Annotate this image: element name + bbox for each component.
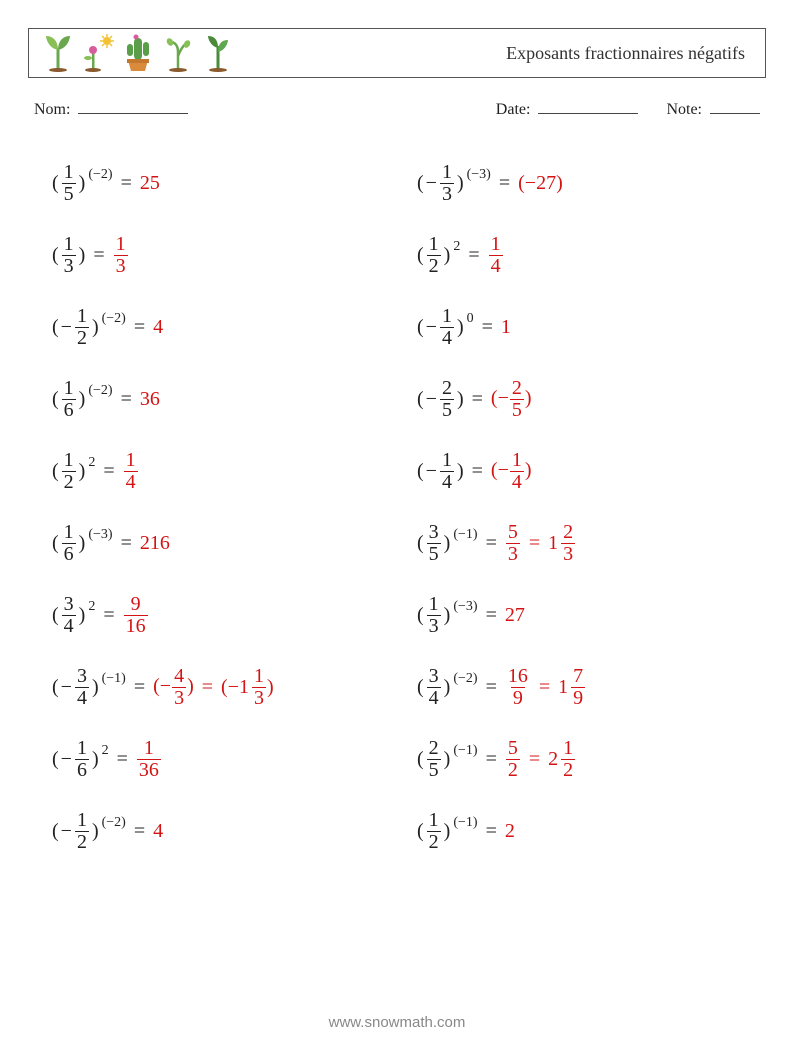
problem-14: (−34)(−1)=(−43)=(−113) — [52, 651, 377, 723]
problem-6: (16)(−2)=36 — [52, 363, 377, 435]
problem-4: (−12)(−2)=4 — [52, 291, 377, 363]
problem-12: (34)2=916 — [52, 579, 377, 651]
cactus-pot-icon — [121, 34, 155, 72]
problems-grid: (15)(−2)=25 (−13)(−3)=(−27) (13)=13 (12)2=1… — [28, 147, 766, 867]
problem-5: (−14)0=1 — [417, 291, 742, 363]
problem-0: (15)(−2)=25 — [52, 147, 377, 219]
header-box: Exposants fractionnaires négatifs — [28, 28, 766, 78]
name-label: Nom: — [34, 101, 70, 118]
problem-13: (13)(−3)=27 — [417, 579, 742, 651]
problem-3: (12)2=14 — [417, 219, 742, 291]
meta-row: Nom: Date: Note: — [28, 100, 766, 119]
worksheet-title: Exposants fractionnaires négatifs — [506, 43, 745, 64]
name-field: Nom: — [34, 100, 188, 119]
problem-10: (16)(−3)=216 — [52, 507, 377, 579]
note-label: Note: — [666, 101, 702, 118]
problem-2: (13)=13 — [52, 219, 377, 291]
sprout-icon — [201, 34, 235, 72]
footer-url: www.snowmath.com — [0, 1014, 794, 1031]
problem-9: (−14)=(−14) — [417, 435, 742, 507]
problem-15: (34)(−2)=169=179 — [417, 651, 742, 723]
problem-8: (12)2=14 — [52, 435, 377, 507]
name-blank — [78, 100, 188, 114]
problem-11: (35)(−1)=53=123 — [417, 507, 742, 579]
header-icons — [41, 34, 235, 72]
problem-19: (12)(−1)=2 — [417, 795, 742, 867]
worksheet-page: Exposants fractionnaires négatifs Nom: D… — [0, 0, 794, 1053]
problem-1: (−13)(−3)=(−27) — [417, 147, 742, 219]
seedling-icon — [41, 34, 75, 72]
problem-16: (−16)2=136 — [52, 723, 377, 795]
wilted-plant-icon — [161, 34, 195, 72]
date-label: Date: — [496, 101, 531, 118]
problem-7: (−25)=(−25) — [417, 363, 742, 435]
date-field: Date: — [496, 100, 639, 119]
date-blank — [538, 100, 638, 114]
note-blank — [710, 100, 760, 114]
problem-17: (25)(−1)=52=212 — [417, 723, 742, 795]
sun-flower-icon — [81, 34, 115, 72]
problem-18: (−12)(−2)=4 — [52, 795, 377, 867]
note-field: Note: — [666, 100, 760, 119]
